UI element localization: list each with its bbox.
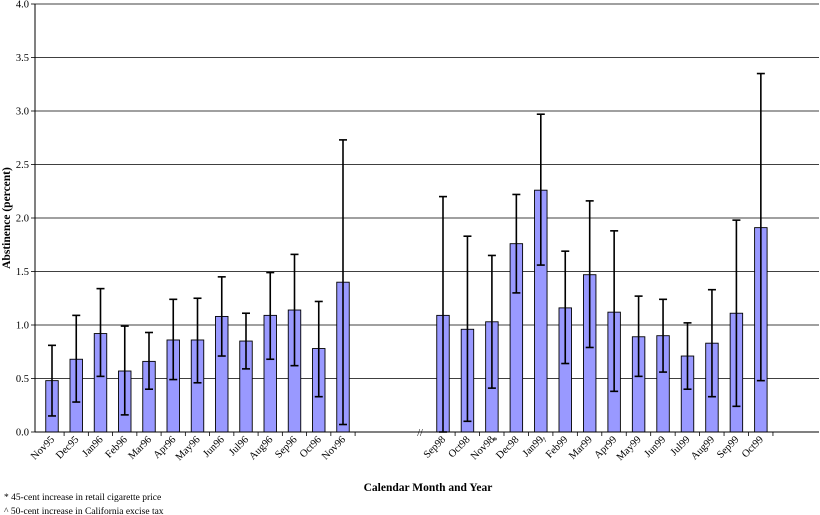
- y-tick-label: 4.0: [16, 0, 29, 11]
- axis-break-mark: //: [417, 428, 423, 439]
- event-marker-tax: ^: [541, 436, 546, 447]
- x-tick-label-dec95: Dec95: [54, 434, 81, 461]
- x-tick-label-sep99: Sep99: [715, 434, 741, 460]
- x-tick-label-aug96: Aug96: [247, 434, 275, 462]
- error-bar-may96: [193, 297, 202, 384]
- error-bar-sep99: [732, 219, 741, 408]
- x-tick-label-oct96: Oct96: [298, 434, 324, 460]
- error-bar-nov98: [487, 254, 496, 389]
- error-bar-jul99: [683, 322, 692, 391]
- y-tick-labels: 0.0 0.5 1.0 1.5 2.0 2.5 3.0 3.5 4.0: [16, 0, 29, 439]
- x-tick-label-jun96: Jun96: [201, 434, 227, 460]
- x-tick-label-mar99: Mar99: [567, 434, 595, 462]
- x-tick-label-feb96: Feb96: [104, 434, 130, 460]
- error-bar-mar96: [145, 331, 153, 391]
- error-bar-jan96: [96, 287, 105, 378]
- error-bar-oct98: [463, 235, 472, 423]
- error-bar-mar99: [585, 200, 594, 349]
- y-tick-label: 0.5: [16, 374, 29, 385]
- x-tick-label-nov96: Nov96: [320, 434, 348, 462]
- error-bars: [48, 72, 765, 433]
- x-tick-label-jun99: Jun99: [643, 434, 669, 460]
- x-tick-label-may99: May99: [615, 434, 644, 463]
- x-axis-title: Calendar Month and Year: [364, 482, 493, 494]
- error-bar-feb99: [561, 250, 570, 365]
- y-tick-label: 1.0: [16, 321, 29, 332]
- y-tick-label: 3.0: [16, 107, 29, 118]
- x-tick-label-aug99: Aug99: [689, 434, 717, 462]
- error-bar-oct99: [756, 72, 765, 382]
- annotation-price: * 45-cent increase in retail cigarette p…: [4, 493, 161, 503]
- x-tick-label-may96: May96: [174, 434, 203, 463]
- error-bar-apr99: [610, 230, 619, 393]
- gridlines: [35, 3, 819, 379]
- y-tick-label: 2.0: [16, 214, 29, 225]
- x-tick-label-sep98: Sep98: [422, 434, 448, 460]
- x-tick-label-sep96: Sep96: [273, 434, 299, 460]
- error-bar-dec95: [72, 314, 81, 403]
- x-tick-label-mar96: Mar96: [127, 434, 155, 462]
- error-bar-dec98: [512, 193, 521, 294]
- error-bar-jun99: [659, 298, 668, 373]
- error-bar-apr96: [169, 298, 178, 381]
- error-bar-sep96: [290, 253, 299, 367]
- error-bar-may99: [634, 295, 643, 378]
- bars: [45, 189, 768, 433]
- y-tick-label: 1.5: [16, 267, 29, 278]
- x-tick-label-feb99: Feb99: [544, 434, 570, 460]
- y-tick-label: 0.0: [16, 428, 29, 439]
- x-tick-label-nov95: Nov95: [29, 434, 57, 462]
- error-bar-jul96: [242, 312, 250, 370]
- error-bar-jan99: [536, 113, 545, 266]
- error-bar-aug96: [266, 271, 275, 361]
- error-bar-nov96: [339, 139, 347, 426]
- error-bar-oct96: [314, 300, 323, 398]
- annotation-tax: ^ 50-cent increase in California excise …: [4, 506, 164, 515]
- x-tick-label-oct99: Oct99: [740, 434, 766, 460]
- x-tick-label-dec98: Dec98: [494, 434, 521, 461]
- error-bar-feb96: [120, 325, 129, 416]
- event-markers: * ^: [492, 436, 546, 447]
- axes: [31, 3, 819, 436]
- event-marker-price: *: [492, 436, 497, 447]
- y-axis-title: Abstinence (percent): [1, 167, 13, 269]
- x-tick-label-oct98: Oct98: [447, 434, 473, 460]
- error-bar-jun96: [217, 276, 226, 357]
- error-bar-nov95: [48, 344, 56, 417]
- y-tick-label: 2.5: [16, 160, 29, 171]
- y-tick-label: 3.5: [16, 53, 29, 64]
- error-bar-aug99: [707, 288, 716, 398]
- x-tick-label-jan96: Jan96: [81, 434, 106, 459]
